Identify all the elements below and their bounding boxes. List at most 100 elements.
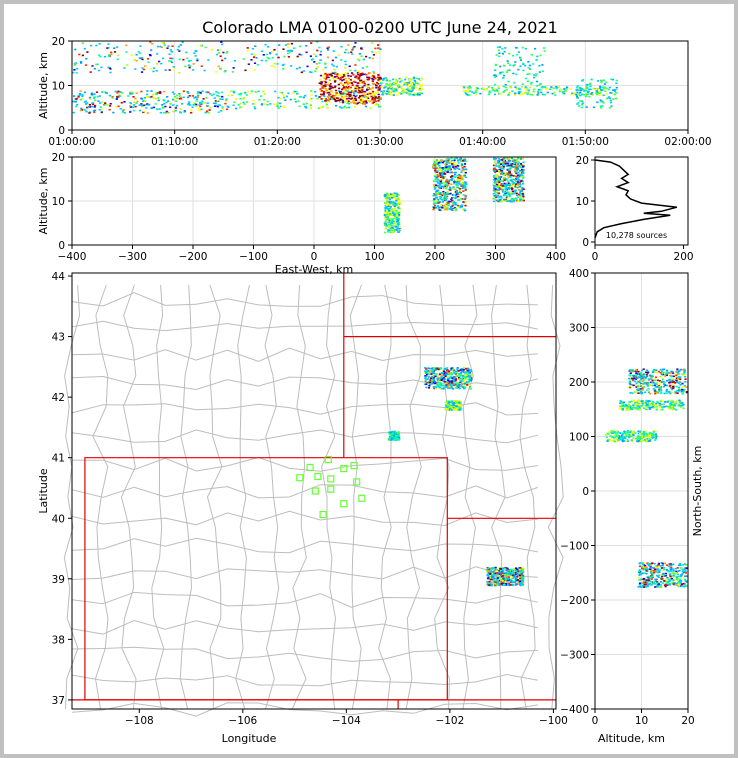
source-point [464, 204, 467, 207]
source-point [150, 90, 153, 92]
source-point [329, 83, 332, 85]
source-point [439, 171, 442, 174]
source-point [651, 400, 655, 403]
x-tick-label: 02:00:00 [664, 136, 711, 148]
source-point [348, 82, 351, 84]
source-point [450, 178, 453, 181]
source-point [434, 193, 437, 196]
source-point [681, 404, 684, 407]
source-point [486, 570, 489, 572]
y-tick-label: 0 [58, 240, 65, 252]
source-point [432, 372, 436, 375]
source-point [636, 388, 639, 391]
source-point [390, 217, 393, 220]
source-point [684, 378, 687, 380]
source-point [499, 573, 502, 576]
source-point [663, 392, 666, 395]
county-line [71, 456, 538, 472]
source-point [516, 157, 519, 159]
source-point [193, 97, 196, 99]
source-point [454, 173, 457, 176]
source-point [601, 105, 604, 107]
source-point [533, 88, 536, 91]
source-point [432, 180, 435, 182]
source-point [436, 176, 439, 179]
source-point [147, 96, 150, 98]
source-point [510, 166, 513, 169]
source-point [637, 386, 640, 389]
source-point [668, 372, 672, 374]
source-point [425, 383, 428, 385]
source-point [655, 382, 658, 384]
source-point [186, 57, 189, 60]
source-point [464, 195, 467, 197]
source-point [658, 383, 661, 385]
source-point [156, 92, 160, 94]
source-point [450, 171, 453, 174]
source-point [651, 384, 654, 387]
source-point [450, 209, 454, 211]
source-point [227, 106, 230, 108]
source-point [445, 166, 448, 169]
source-point [394, 207, 397, 209]
source-point [243, 103, 246, 105]
source-point [600, 89, 603, 91]
source-point [107, 55, 111, 58]
source-point [649, 374, 652, 377]
source-point [217, 104, 220, 106]
source-point [159, 45, 162, 48]
source-point [504, 584, 507, 586]
source-point [666, 384, 669, 387]
source-point [502, 174, 505, 176]
source-point [333, 81, 337, 83]
source-point [505, 165, 508, 167]
source-point [210, 48, 213, 51]
source-point [595, 93, 599, 96]
source-point [338, 93, 341, 96]
source-point [502, 74, 506, 77]
source-point [330, 71, 333, 74]
source-point [496, 194, 499, 197]
source-point [324, 84, 327, 86]
source-point [521, 93, 524, 95]
source-point [490, 583, 493, 586]
source-point [129, 106, 132, 108]
source-point [372, 71, 375, 73]
source-point [501, 52, 504, 55]
source-point [386, 89, 389, 91]
source-point [297, 100, 300, 102]
source-point [391, 211, 394, 213]
source-point [226, 105, 229, 107]
source-point [454, 407, 457, 410]
source-point [260, 50, 264, 52]
source-point [156, 53, 159, 55]
source-point [356, 87, 359, 90]
source-point [444, 170, 447, 172]
source-point [96, 63, 99, 66]
source-point [320, 106, 323, 109]
source-point [447, 184, 450, 187]
source-point [397, 194, 401, 196]
source-point [364, 95, 367, 98]
source-point [209, 106, 212, 109]
source-point [352, 89, 355, 91]
source-point [465, 378, 468, 381]
source-point [431, 370, 434, 373]
source-point [450, 386, 453, 389]
source-point [637, 405, 641, 408]
source-point [450, 409, 453, 411]
source-point [424, 380, 427, 383]
source-point [334, 76, 337, 78]
source-point [517, 570, 520, 572]
altitude-profile-line [594, 159, 678, 239]
source-point [273, 49, 276, 51]
source-point [226, 50, 229, 53]
source-point [504, 86, 507, 89]
source-point [387, 193, 391, 195]
source-point [329, 74, 332, 76]
source-point [654, 383, 657, 385]
source-point [599, 99, 602, 101]
source-point [99, 106, 102, 108]
source-point [448, 377, 451, 379]
source-point [346, 107, 349, 109]
